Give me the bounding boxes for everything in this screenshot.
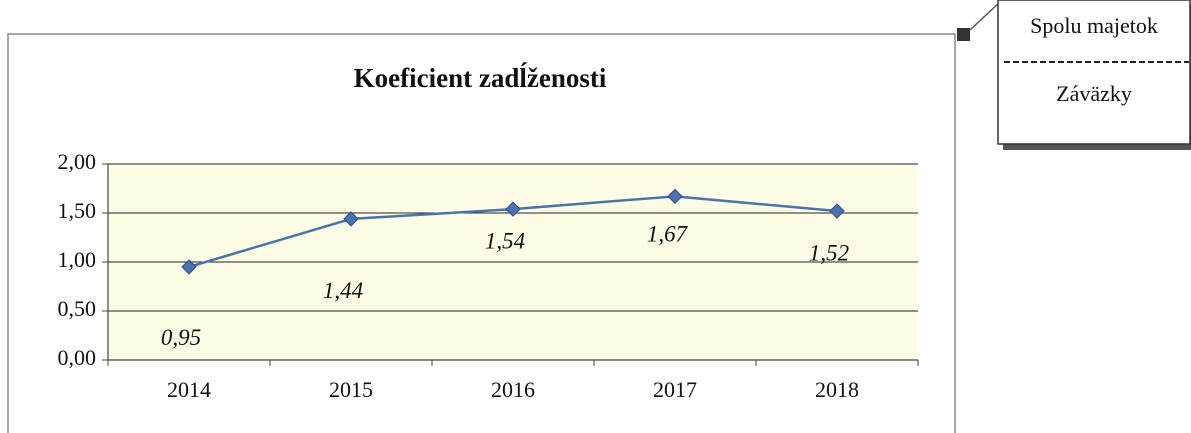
data-label: 1,67	[647, 222, 689, 247]
x-tick-label: 2017	[653, 377, 697, 402]
x-tick-label: 2018	[815, 377, 859, 402]
chart-title: Koeficient zadĺženosti	[354, 62, 607, 93]
data-point	[343, 211, 359, 227]
data-point	[829, 203, 845, 219]
data-point	[505, 201, 521, 217]
formula-box	[997, 0, 1191, 145]
y-tick-label: 2,00	[58, 149, 97, 174]
y-tick-label: 1,50	[58, 198, 97, 223]
data-label: 0,95	[161, 325, 201, 350]
data-label: 1,52	[809, 240, 849, 265]
x-tick-label: 2014	[167, 377, 211, 402]
formula-denominator: Záväzky	[1056, 81, 1132, 106]
y-tick-label: 0,50	[58, 296, 97, 321]
data-point	[181, 259, 197, 275]
x-tick-label: 2016	[491, 377, 535, 402]
callout-line	[969, 1, 1001, 31]
y-tick-label: 1,00	[58, 247, 97, 272]
y-tick-label: 0,00	[58, 345, 97, 370]
formula-numerator: Spolu majetok	[1030, 13, 1158, 38]
data-label: 1,44	[323, 278, 363, 303]
callout-marker	[957, 28, 970, 41]
x-tick-label: 2015	[329, 377, 373, 402]
data-label: 1,54	[485, 228, 525, 253]
data-point	[667, 188, 683, 205]
